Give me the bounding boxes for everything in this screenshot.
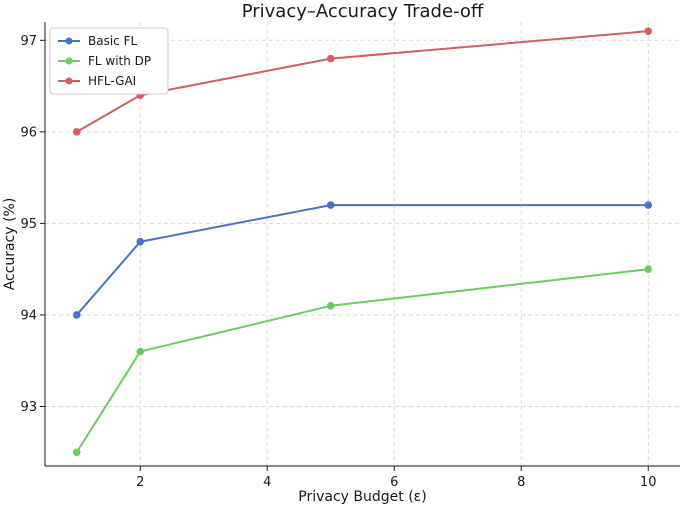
x-tick-label: 8 [517,475,525,490]
legend-swatch-marker [65,37,73,45]
legend-box [49,27,169,95]
legend-swatch-marker [65,57,73,65]
data-point [326,54,335,63]
x-tick-label: 10 [640,475,657,490]
series-hfl-gai [72,27,653,136]
data-point [136,347,145,356]
x-tick-label: 2 [136,475,144,490]
legend-label: Basic FL [88,34,137,48]
series-fl-with-dp [72,265,653,457]
y-tick-label: 95 [20,217,37,232]
legend-label: FL with DP [88,54,151,68]
legend-entry-basic-fl: Basic FL [58,34,137,48]
data-point [644,265,653,273]
y-tick-label: 97 [20,34,37,49]
data-point [72,448,81,457]
data-point [644,27,653,35]
data-point [72,311,81,319]
series-line [75,268,649,453]
legend-swatch-marker [65,77,73,85]
x-axis-title: Privacy Budget (ε) [298,489,426,505]
x-tick-label: 4 [263,475,271,490]
axes [40,22,680,471]
tick-labels: 2 4 6 8 10 93 94 95 96 97 [20,34,656,490]
y-tick-label: 93 [20,400,37,415]
data-point [326,201,335,209]
y-tick-label: 96 [20,125,37,140]
data-point [644,201,653,209]
legend-entry-hfl-gai: HFL-GAI [58,74,136,88]
data-point [72,128,81,136]
series-line [76,30,649,133]
y-axis-title: Accuracy (%) [2,198,18,291]
data-point [326,301,335,310]
chart-title: Privacy–Accuracy Trade-off [242,1,484,22]
series-basic-fl [72,201,653,319]
legend-entry-fl-with-dp: FL with DP [58,54,151,68]
legend: Basic FL FL with DP HFL-GAI [49,27,169,95]
series-lines [72,27,653,457]
data-point [136,237,145,246]
x-tick-label: 6 [390,475,398,490]
legend-label: HFL-GAI [88,74,136,88]
y-tick-label: 94 [20,308,37,323]
series-line [75,204,649,316]
